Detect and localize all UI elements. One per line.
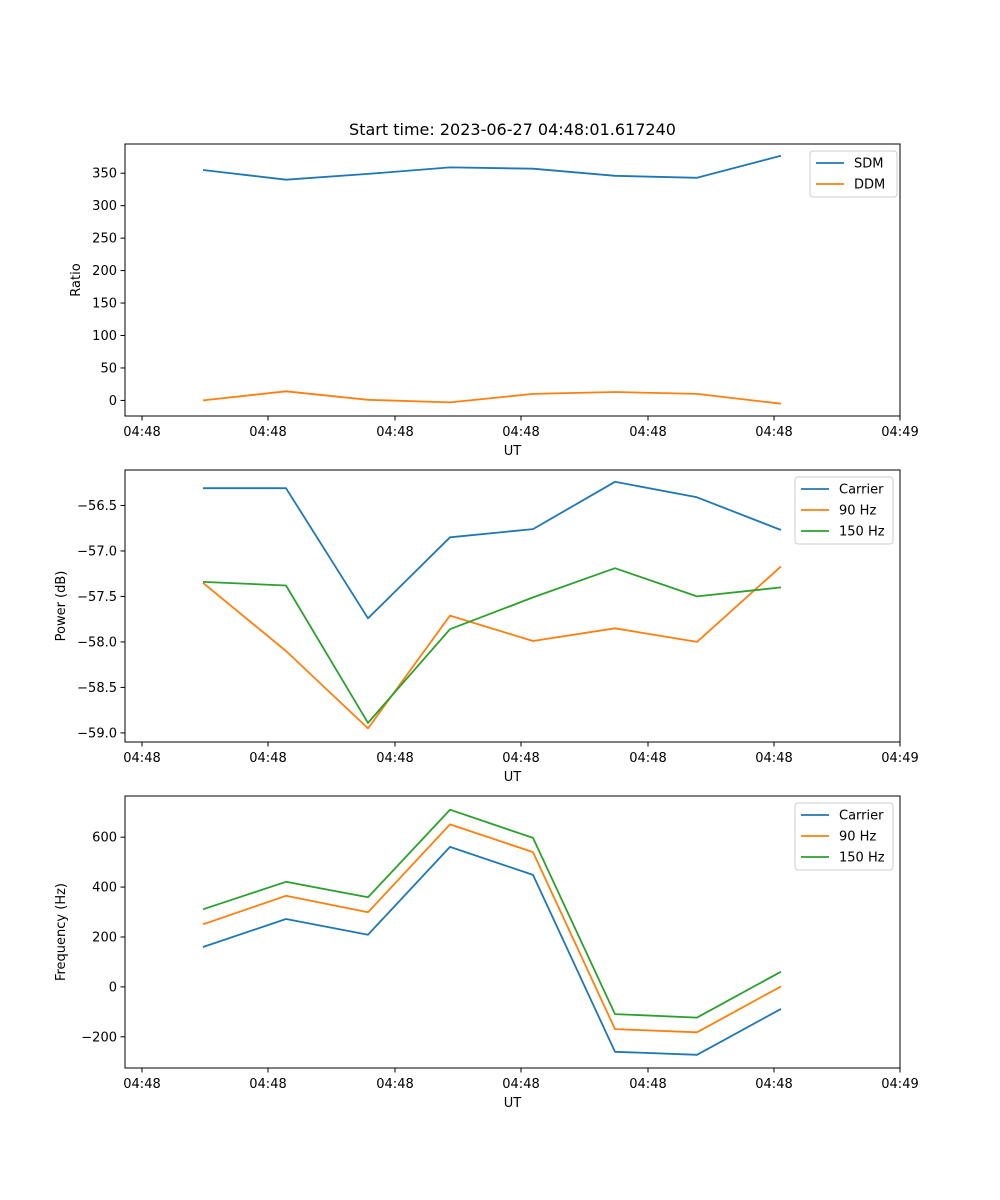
legend-entry: 150 Hz xyxy=(839,525,885,540)
chart-panel-2: 04:48 04:48 04:48 04:48 04:48 04:48 04:49 −59.0… xyxy=(54,469,919,785)
x-tick-label: 04:48 xyxy=(249,751,286,766)
series-line-150-hz xyxy=(202,567,782,724)
y-tick-label: 400 xyxy=(92,881,117,896)
legend: SDM DDM xyxy=(809,150,898,198)
x-axis-label: UT xyxy=(504,1096,522,1111)
x-tick-label: 04:48 xyxy=(629,751,666,766)
y-tick-label: −57.5 xyxy=(77,590,117,605)
y-tick-label: −58.5 xyxy=(77,681,117,696)
y-tick-label: 100 xyxy=(92,329,117,344)
series-line-90-hz xyxy=(202,823,782,1034)
y-axis-label: Frequency (Hz) xyxy=(54,883,69,981)
x-axis-label: UT xyxy=(504,444,522,459)
y-tick-label: 600 xyxy=(92,831,117,846)
series-line-carrier xyxy=(202,846,782,1056)
series-line-90-hz xyxy=(202,565,782,730)
legend-entry: 150 Hz xyxy=(839,851,885,866)
y-tick-label: −58.0 xyxy=(77,635,117,650)
chart-panel-3: 04:48 04:48 04:48 04:48 04:48 04:48 04:49 −200 0… xyxy=(54,795,919,1111)
x-tick-label: 04:48 xyxy=(376,751,413,766)
x-tick-label: 04:48 xyxy=(376,1077,413,1092)
y-tick-label: −200 xyxy=(81,1030,117,1045)
y-tick-label: 200 xyxy=(92,264,117,279)
axes-frame xyxy=(124,143,901,417)
x-tick-label: 04:48 xyxy=(502,425,539,440)
y-axis-label: Ratio xyxy=(69,263,84,296)
chart-title: Start time: 2023-06-27 04:48:01.617240 xyxy=(349,120,676,139)
legend-entry: Carrier xyxy=(839,483,884,498)
legend-entry: DDM xyxy=(854,178,885,193)
axes-frame xyxy=(124,795,901,1069)
x-tick-label: 04:49 xyxy=(881,1077,918,1092)
y-tick-label: 0 xyxy=(109,980,117,995)
x-tick-label: 04:48 xyxy=(376,425,413,440)
legend-box xyxy=(794,802,894,871)
y-tick-label: 200 xyxy=(92,930,117,945)
x-tick-label: 04:48 xyxy=(755,425,792,440)
x-tick-label: 04:48 xyxy=(755,751,792,766)
x-tick-label: 04:48 xyxy=(123,425,160,440)
legend-box xyxy=(794,476,894,545)
x-tick-label: 04:48 xyxy=(755,1077,792,1092)
legend-entry: 90 Hz xyxy=(839,504,876,519)
x-tick-label: 04:49 xyxy=(881,751,918,766)
y-tick-label: 350 xyxy=(92,167,117,182)
y-tick-label: −56.5 xyxy=(77,499,117,514)
y-tick-label: 0 xyxy=(109,394,117,409)
x-tick-label: 04:48 xyxy=(502,751,539,766)
x-tick-label: 04:48 xyxy=(123,751,160,766)
x-tick-label: 04:49 xyxy=(881,425,918,440)
x-tick-label: 04:48 xyxy=(249,1077,286,1092)
x-tick-label: 04:48 xyxy=(502,1077,539,1092)
legend: Carrier 90 Hz 150 Hz xyxy=(794,476,894,545)
y-tick-label: −59.0 xyxy=(77,726,117,741)
x-tick-label: 04:48 xyxy=(629,425,666,440)
y-tick-label: 300 xyxy=(92,199,117,214)
series-line-150-hz xyxy=(202,808,782,1019)
axes-frame xyxy=(124,469,901,743)
y-axis-label: Power (dB) xyxy=(54,571,69,642)
x-tick-label: 04:48 xyxy=(629,1077,666,1092)
legend-entry: 90 Hz xyxy=(839,830,876,845)
y-tick-label: 50 xyxy=(100,361,117,376)
y-tick-label: 250 xyxy=(92,232,117,247)
series-line-carrier xyxy=(203,480,782,620)
legend-entry: SDM xyxy=(854,157,883,172)
y-tick-label: 150 xyxy=(92,297,117,312)
chart-panel-1: Start time: 2023-06-27 04:48:01.617240 04… xyxy=(69,120,919,459)
series-line-ddm xyxy=(202,390,782,405)
x-tick-label: 04:48 xyxy=(249,425,286,440)
legend-entry: Carrier xyxy=(839,809,884,824)
y-tick-label: −57.0 xyxy=(77,544,117,559)
x-axis-label: UT xyxy=(504,770,522,785)
legend: Carrier 90 Hz 150 Hz xyxy=(794,802,894,871)
series-line-sdm xyxy=(202,154,782,181)
x-tick-label: 04:48 xyxy=(123,1077,160,1092)
